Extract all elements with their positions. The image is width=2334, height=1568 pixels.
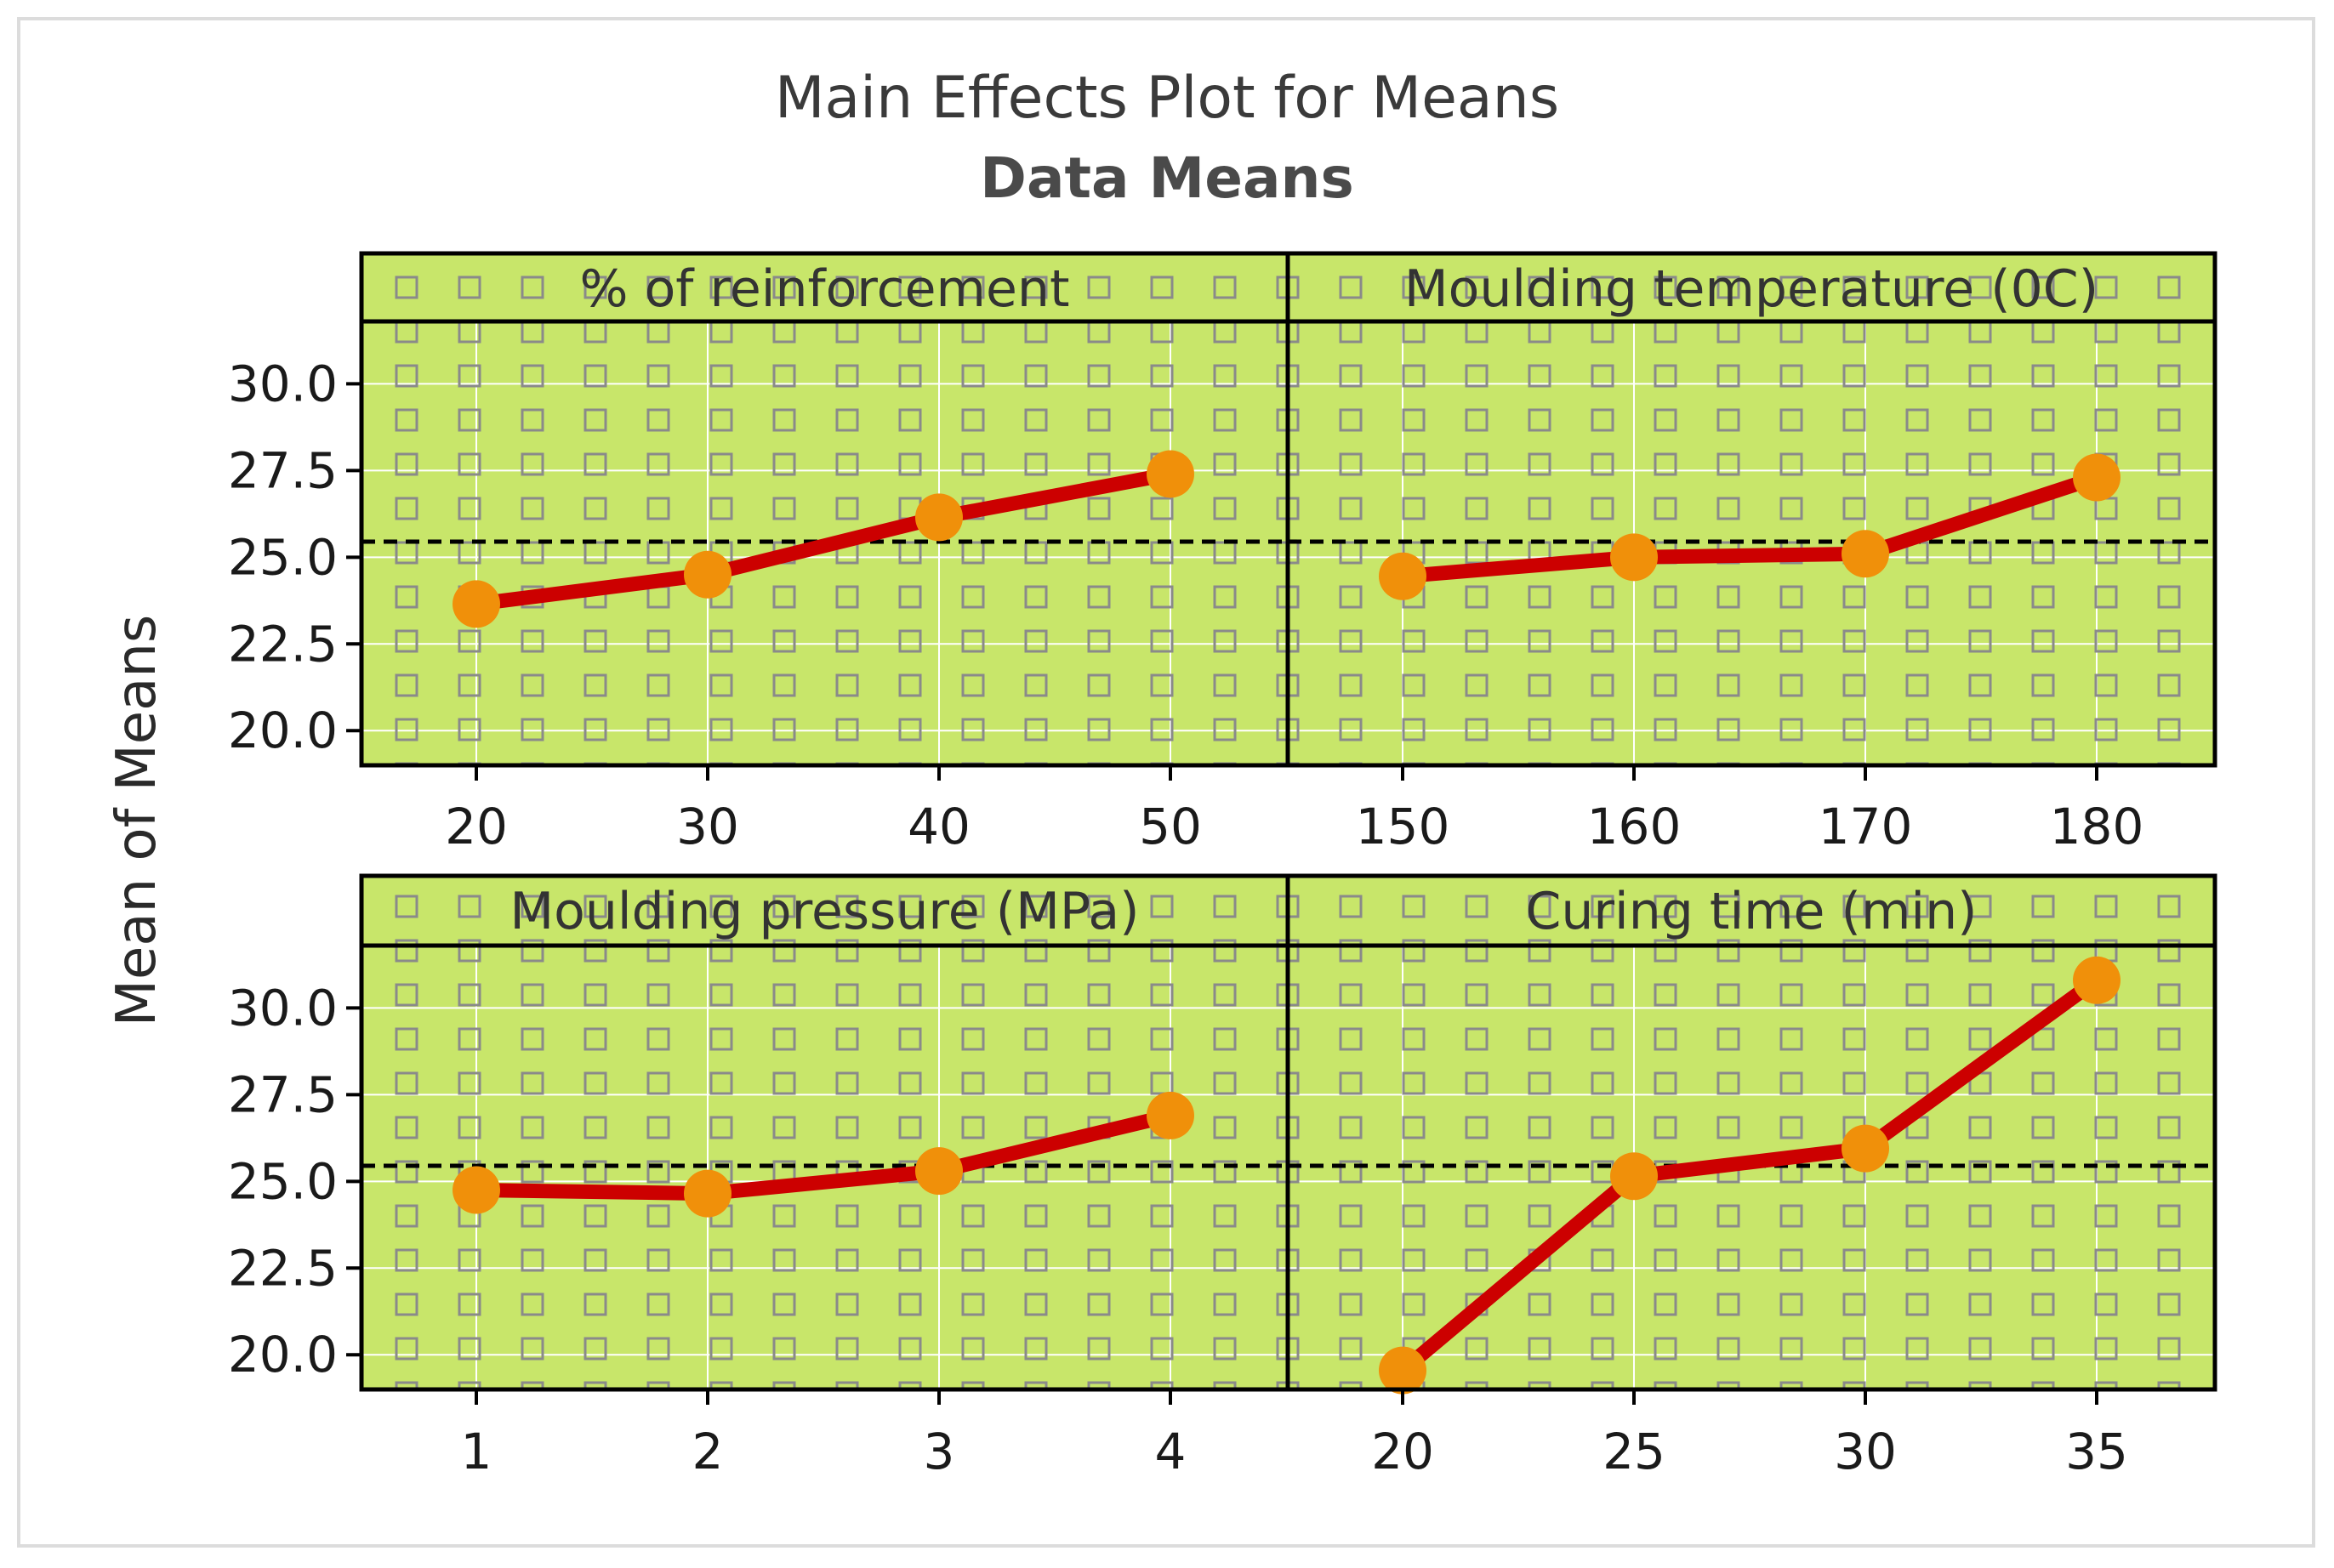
data-point [1842,1124,1889,1173]
data-point [684,1169,732,1218]
data-point [1842,530,1889,578]
data-point [453,1166,500,1214]
data-point [1147,1091,1194,1139]
x-tick-label: 4 [1155,1423,1187,1480]
x-tick-label: 20 [445,798,508,855]
x-tick-label: 20 [1371,1423,1434,1480]
y-tick-label: 20.0 [228,1326,338,1383]
panel-2: Moulding temperature (0C) 150 160 170 180 [1285,251,2217,855]
strip-label: % of reinforcement [580,259,1070,319]
strip-label: Curing time (min) [1525,882,1977,941]
x-tick-label: 160 [1587,798,1682,855]
chart-subtitle: Data Means [980,145,1354,211]
strip-label: Moulding pressure (MPa) [509,882,1139,941]
y-tick-label: 25.0 [228,1152,338,1210]
series-line [1395,973,2104,1378]
plot-pattern [361,946,1288,1389]
y-tick-label: 20.0 [228,702,338,759]
data-point [684,550,732,599]
y-tick-label: 22.5 [228,615,338,673]
y-tick-label: 27.5 [228,1065,338,1123]
data-point [1610,1152,1658,1201]
chart-title: Main Effects Plot for Means [775,65,1559,132]
data-point [2073,453,2121,502]
x-tick-label: 180 [2050,798,2144,855]
x-tick-label: 1 [461,1423,492,1480]
x-tick-label: 25 [1602,1423,1665,1480]
y-tick-label: 30.0 [228,355,338,412]
strip-pattern [361,876,1288,946]
x-tick-label: 35 [2065,1423,2128,1480]
data-point [453,580,500,628]
panel-border [1285,873,2217,1392]
strip-pattern [361,253,1288,321]
panel-3: Moulding pressure (MPa) 1 2 3 4 [359,873,1290,1480]
y-tick-label: 30.0 [228,979,338,1037]
x-tick-label: 30 [1834,1423,1897,1480]
data-point [1379,1346,1426,1395]
y-tick-label: 25.0 [228,528,338,586]
data-point [915,493,963,542]
data-point [1379,552,1426,600]
series-line [1395,470,2104,584]
strip-pattern [1288,253,2215,321]
series-line [469,1108,1178,1202]
x-tick-label: 30 [676,798,739,855]
x-tick-label: 2 [692,1423,724,1480]
x-tick-label: 3 [924,1423,955,1480]
data-point [915,1147,963,1196]
y-tick-label: 27.5 [228,441,338,499]
series-line [469,466,1178,611]
x-tick-label: 170 [1819,798,1913,855]
panel-1: % of reinforcement 20 30 40 50 [359,251,1290,855]
x-tick-label: 150 [1356,798,1450,855]
panel-border [1285,251,2217,768]
x-tick-label: 40 [908,798,971,855]
data-point [1610,533,1658,582]
strip-label: Moulding temperature (0C) [1404,259,2098,319]
x-tick-label: 50 [1139,798,1202,855]
strip-pattern [1288,876,2215,946]
data-point [2073,956,2121,1004]
plot-pattern [1288,321,2215,765]
panel-4: Curing time (min) 20 25 30 35 [1285,873,2217,1480]
y-tick-label: 22.5 [228,1239,338,1297]
data-point [1147,450,1194,498]
y-axis-label: Mean of Means [105,615,168,1026]
